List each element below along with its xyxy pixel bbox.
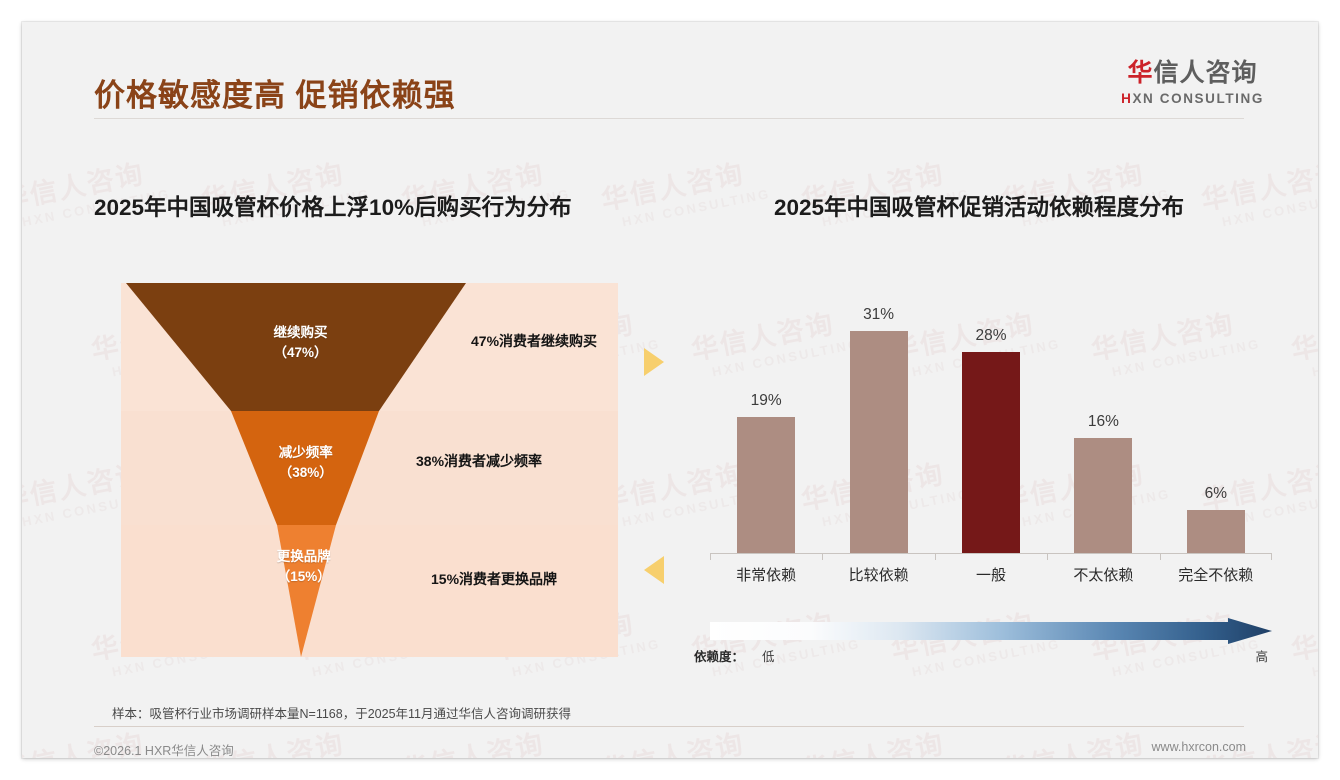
funnel-segment: [126, 283, 466, 411]
copyright-text: ©2026.1 HXR华信人咨询: [94, 744, 234, 758]
left-chart-title: 2025年中国吸管杯价格上浮10%后购买行为分布: [94, 195, 572, 220]
slide-canvas: 华信人咨询 HXN CONSULTING 华信人咨询 HXN CONSULTING 华信…: [22, 22, 1318, 758]
bar[interactable]: [1074, 438, 1133, 553]
legend-high-label: 高: [1255, 650, 1268, 664]
funnel-segment-name: 减少频率: [278, 445, 333, 460]
right-chart-title: 2025年中国吸管杯促销活动依赖程度分布: [774, 195, 1185, 220]
logo-chinese-text: 华信人咨询: [1121, 59, 1264, 88]
logo-en-accent: H: [1121, 90, 1133, 106]
axis-tick: [710, 554, 711, 560]
bar[interactable]: [961, 352, 1020, 553]
dependency-gradient-legend: 依赖度： 低 高: [694, 618, 1272, 670]
bar-category-label: 非常依赖: [736, 567, 797, 584]
axis-tick: [1271, 554, 1272, 560]
funnel-chart: 继续购买 （47%） 减少频率 （38%） 更换品牌 （15%） 47%消费者继续购买 38%…: [121, 283, 618, 657]
funnel-segment-value: （15%）: [276, 568, 331, 584]
bar-value-label: 16%: [1087, 413, 1119, 431]
website-url: www.hxrcon.com: [1151, 740, 1246, 754]
funnel-segment-label: 更换品牌 （15%）: [244, 547, 364, 586]
bar-category-label: 比较依赖: [848, 567, 909, 584]
axis-tick: [822, 554, 824, 560]
funnel-shape: [126, 283, 466, 657]
bar-column: 16% 不太依赖: [1047, 302, 1159, 584]
funnel-segment-label: 继续购买 （47%）: [241, 323, 361, 362]
dependency-bar-chart: 19% 非常依赖 31% 比较依赖 28% 一般 16% 不太依赖 6% 完全不依赖: [710, 302, 1272, 592]
funnel-segment-name: 更换品牌: [276, 549, 331, 564]
bar-column: 19% 非常依赖: [710, 302, 822, 584]
bar-value-label: 28%: [975, 327, 1007, 345]
axis-tick: [934, 554, 936, 560]
bar-category-label: 不太依赖: [1073, 567, 1134, 584]
logo-cn-rest: 信人咨询: [1153, 59, 1258, 87]
logo-english-text: HXN CONSULTING: [1121, 91, 1264, 106]
legend-low-label: 低: [762, 650, 775, 664]
logo-en-rest: XN CONSULTING: [1132, 90, 1264, 106]
logo-cn-accent: 华: [1127, 59, 1154, 87]
bar-column: 31% 比较依赖: [822, 302, 934, 584]
bar-column: 6% 完全不依赖: [1160, 302, 1272, 584]
bar-column: 28% 一般: [935, 302, 1047, 584]
page-title: 价格敏感度高 促销依赖强: [94, 78, 456, 113]
funnel-segment-value: （38%）: [278, 464, 333, 480]
funnel-segment: [231, 411, 379, 525]
funnel-segment-label: 减少频率 （38%）: [246, 443, 366, 482]
funnel-note: 38%消费者减少频率: [416, 453, 543, 469]
triangle-right-icon: [644, 348, 664, 376]
gradient-arrow-icon: [710, 618, 1272, 644]
bar-value-label: 6%: [1204, 484, 1227, 502]
bar[interactable]: [849, 330, 908, 553]
bar-value-label: 31%: [863, 305, 895, 323]
axis-tick: [1047, 554, 1049, 560]
funnel-note: 15%消费者更换品牌: [431, 571, 558, 587]
company-logo: 华信人咨询 HXN CONSULTING: [1121, 59, 1264, 106]
funnel-segment-name: 继续购买: [273, 325, 328, 340]
legend-label: 依赖度：: [694, 650, 745, 664]
source-footnote: 样本：吸管杯行业市场调研样本量N=1168，于2025年11月通过华信人咨询调研…: [112, 707, 571, 721]
funnel-segment-value: （47%）: [273, 344, 328, 360]
axis-tick: [1159, 554, 1161, 560]
bar-category-label: 完全不依赖: [1178, 567, 1254, 584]
funnel-band: [121, 525, 618, 657]
slide-header: 价格敏感度高 促销依赖强 华信人咨询 HXN CONSULTING: [22, 22, 1318, 124]
footer-divider: [94, 726, 1244, 727]
bar-value-label: 19%: [750, 391, 782, 409]
funnel-segment: [277, 525, 336, 657]
header-divider: [94, 118, 1244, 119]
funnel-note: 47%消费者继续购买: [471, 333, 598, 349]
triangle-left-icon: [644, 556, 664, 584]
bar[interactable]: [1186, 509, 1245, 553]
bar-category-label: 一般: [975, 567, 1006, 584]
bar[interactable]: [737, 416, 796, 553]
x-axis-line: [710, 553, 1272, 554]
